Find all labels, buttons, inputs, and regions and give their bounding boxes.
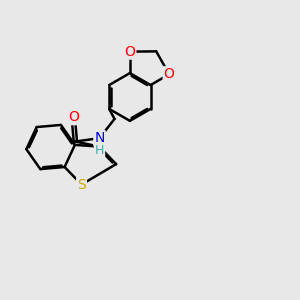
Text: S: S [77, 178, 86, 191]
Text: N: N [94, 131, 105, 145]
Text: O: O [124, 45, 135, 58]
Text: O: O [68, 110, 79, 124]
Text: O: O [164, 67, 175, 81]
Text: H: H [95, 144, 104, 157]
